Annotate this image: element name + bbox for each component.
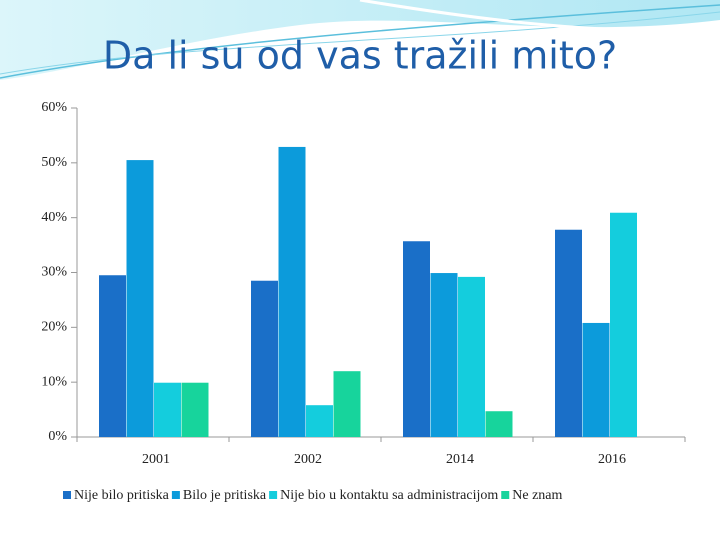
bar	[430, 273, 458, 437]
bar	[154, 382, 181, 437]
x-tick-label: 2002	[294, 452, 322, 467]
y-tick-label: 30%	[41, 265, 67, 280]
legend-swatch	[269, 491, 278, 499]
y-tick-label: 0%	[48, 429, 67, 444]
bar	[333, 371, 361, 437]
chart-title: Da li su od vas tražili mito?	[103, 34, 617, 78]
legend-swatch	[501, 491, 510, 499]
bar	[181, 382, 209, 437]
bar	[555, 229, 582, 437]
y-tick-label: 10%	[41, 374, 67, 389]
y-tick-label: 50%	[41, 155, 67, 170]
x-tick-label: 2001	[142, 452, 170, 467]
legend-label: Bilo je pritiska	[183, 488, 267, 503]
bar	[278, 146, 306, 437]
bar	[251, 280, 278, 437]
y-tick-label: 20%	[41, 320, 67, 335]
x-tick-label: 2014	[446, 452, 474, 467]
bar	[582, 322, 610, 437]
bar	[126, 160, 154, 437]
y-tick-label: 40%	[41, 210, 67, 225]
bar	[99, 275, 126, 437]
legend-swatch	[63, 491, 71, 499]
legend-label: Ne znam	[512, 488, 562, 503]
y-tick-label: 60%	[41, 100, 67, 115]
bar	[610, 212, 637, 437]
bar	[458, 276, 485, 437]
header-decoration	[0, 0, 720, 80]
bar	[485, 411, 513, 437]
legend-label: Nije bilo pritiska	[74, 488, 170, 503]
x-tick-label: 2016	[598, 452, 626, 467]
legend-swatch	[171, 491, 180, 499]
bar	[306, 405, 333, 437]
bar	[403, 241, 430, 437]
legend-label: Nije bio u kontaktu sa administracijom	[280, 488, 498, 503]
